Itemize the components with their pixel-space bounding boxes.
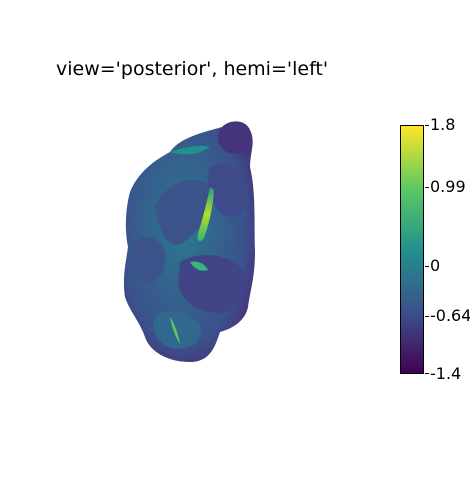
occipital-pole	[218, 122, 252, 154]
gyrus-fold	[132, 236, 166, 283]
brain-surface-posterior-view	[123, 121, 255, 362]
colorbar-tick	[425, 187, 429, 188]
sulcus-highlight	[170, 145, 210, 155]
sulcus-highlight	[190, 261, 208, 271]
figure-title: view='posterior', hemi='left'	[56, 58, 329, 80]
colorbar-tick	[425, 373, 429, 374]
sulcus-highlight	[170, 317, 180, 344]
colorbar-tick-label: 1.8	[430, 115, 456, 134]
gyrus-fold	[208, 163, 249, 217]
colorbar-tick-label: 0.99	[430, 177, 466, 196]
gyrus-fold	[153, 311, 201, 349]
colorbar	[400, 125, 424, 374]
colorbar-tick-label: 0	[430, 256, 441, 275]
colorbar-tick	[425, 125, 429, 126]
gyrus-fold	[155, 179, 214, 245]
colorbar-tick-label: -1.4	[430, 364, 462, 383]
colorbar-tick	[425, 266, 429, 267]
colorbar-tick-label: -0.64	[430, 306, 470, 325]
colorbar-tick	[425, 316, 429, 317]
gyrus-fold	[178, 255, 245, 313]
central-sulcus	[197, 187, 214, 241]
